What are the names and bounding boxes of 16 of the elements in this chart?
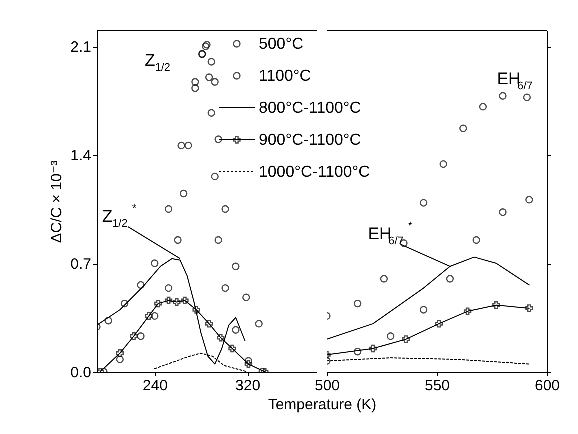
- x-tick-label: 240: [142, 378, 168, 394]
- y-axis-title: ΔC/C × 10⁻³: [48, 160, 66, 244]
- x-tick-label: 600: [534, 378, 560, 394]
- legend-label: 900°C-1100°C: [259, 132, 362, 149]
- x-tick-label: 500: [314, 378, 340, 394]
- y-tick-label: 2.1: [70, 39, 92, 56]
- x-axis-title: Temperature (K): [268, 396, 377, 414]
- y-tick-label: 0.7: [70, 256, 92, 273]
- y-tick-label: 0.0: [70, 364, 92, 382]
- legend-label: 800°C-1100°C: [259, 100, 362, 117]
- x-tick-label: 550: [424, 378, 450, 394]
- legend-label: 1100°C: [259, 68, 312, 85]
- x-tick-label: 320: [236, 378, 261, 394]
- y-tick-label: 1.4: [70, 148, 92, 164]
- legend-label: 1000°C-1100°C: [259, 164, 370, 181]
- legend-label: 500°C: [259, 36, 304, 53]
